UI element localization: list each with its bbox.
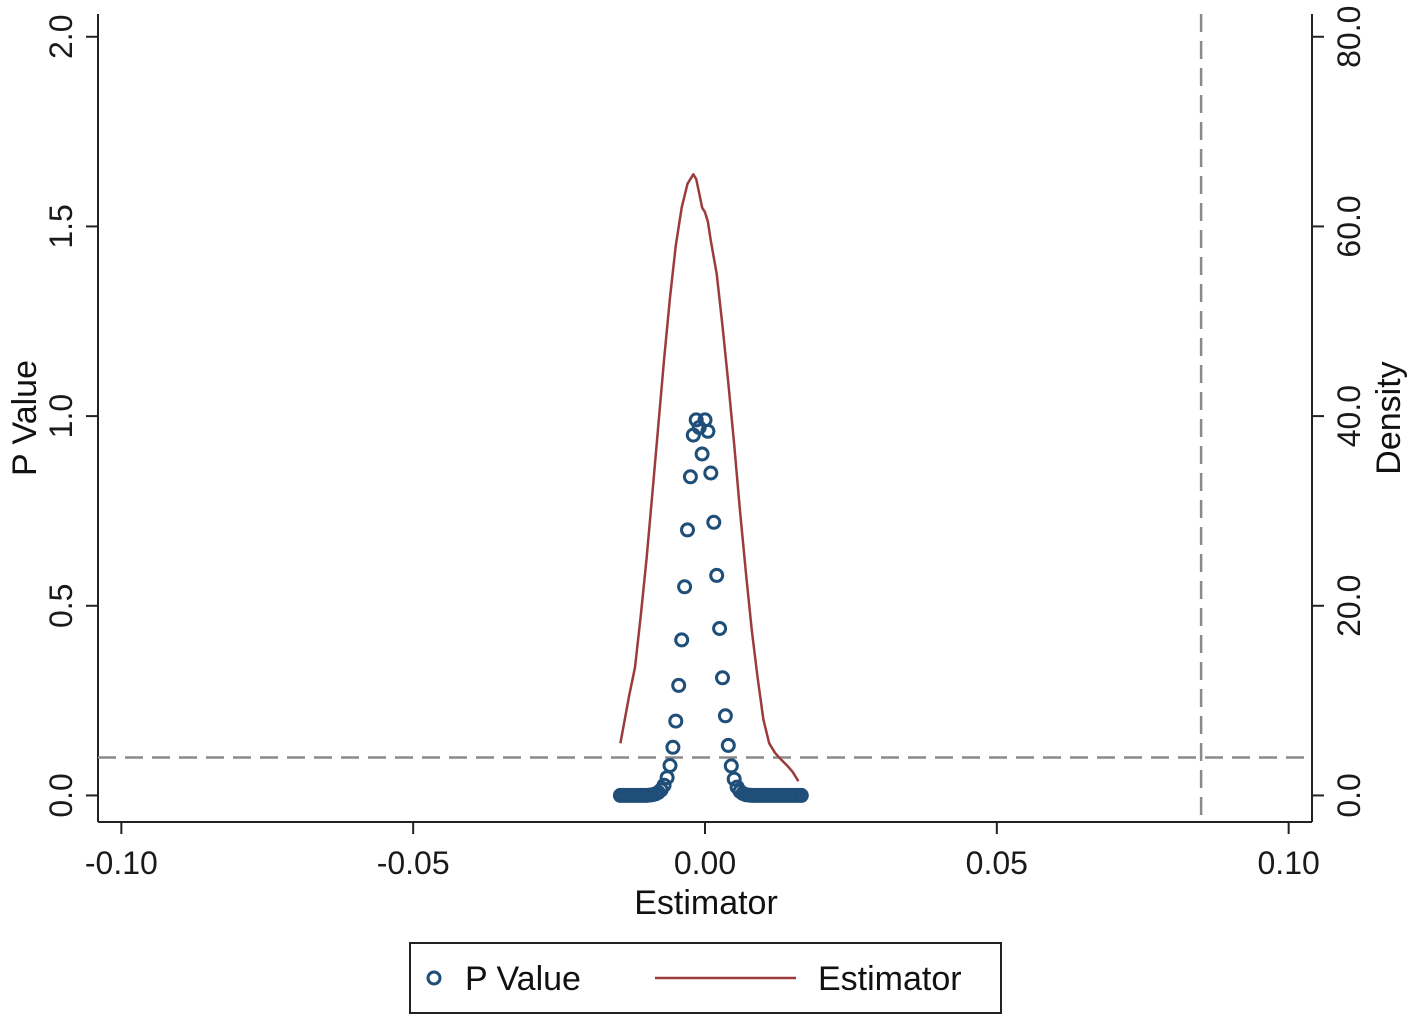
p-value-point	[688, 412, 704, 428]
right-y-tick-label: 60.0	[1331, 195, 1367, 257]
right-y-tick-label: 80.0	[1331, 6, 1367, 68]
p-value-point	[656, 777, 672, 793]
p-value-point	[706, 514, 722, 530]
legend-p-value-label: P Value	[465, 960, 581, 998]
p-value-point	[677, 579, 693, 595]
legend-p-value-marker	[426, 970, 442, 986]
p-value-series	[612, 412, 809, 803]
p-value-point	[717, 708, 733, 724]
p-value-point	[671, 677, 687, 693]
x-tick-label: -0.05	[377, 845, 450, 881]
p-value-point	[674, 632, 690, 648]
p-value-point	[662, 758, 678, 773]
right-y-tick-label: 20.0	[1331, 575, 1367, 637]
left-y-tick-label: 0.5	[43, 584, 79, 628]
legend-estimator-label: Estimator	[818, 960, 962, 998]
left-y-tick-label: 1.0	[43, 394, 79, 438]
p-value-point	[703, 465, 719, 481]
p-value-point	[665, 739, 681, 755]
right-y-tick-label: 40.0	[1331, 385, 1367, 447]
p-value-point	[726, 771, 742, 787]
left-y-tick-label: 2.0	[43, 15, 79, 59]
p-value-point	[682, 469, 698, 485]
x-axis-title: Estimator	[634, 884, 778, 922]
right-y-axis: 0.0 20.0 40.0 60.0 80.0	[1312, 6, 1367, 818]
estimator-density-line	[619, 173, 800, 782]
x-tick-label: 0.05	[966, 845, 1028, 881]
x-tick-label: 0.00	[674, 845, 736, 881]
p-value-point	[668, 713, 684, 729]
x-tick-label: 0.10	[1258, 845, 1320, 881]
legend: P Value Estimator	[409, 942, 1002, 1014]
left-y-axis-title: P Value	[6, 360, 44, 476]
right-y-axis-title: Density	[1370, 361, 1408, 474]
p-value-point	[720, 737, 736, 753]
left-y-tick-label: 1.5	[43, 204, 79, 248]
left-y-axis: 0.0 0.5 1.0 1.5 2.0	[43, 15, 98, 818]
reference-lines	[98, 14, 1312, 822]
x-axis: -0.10 -0.05 0.00 0.05 0.10	[85, 822, 1320, 881]
p-value-point	[723, 758, 739, 774]
estimator-series	[619, 173, 800, 782]
p-value-point	[715, 670, 730, 686]
p-value-point	[712, 621, 728, 636]
x-tick-label: -0.10	[85, 845, 158, 881]
p-value-point	[700, 423, 716, 439]
p-value-point	[709, 567, 725, 583]
right-y-tick-label: 0.0	[1331, 773, 1367, 817]
p-value-point	[680, 522, 695, 538]
left-y-tick-label: 0.0	[43, 773, 79, 817]
p-value-point	[694, 446, 710, 462]
p-value-point	[793, 787, 809, 803]
